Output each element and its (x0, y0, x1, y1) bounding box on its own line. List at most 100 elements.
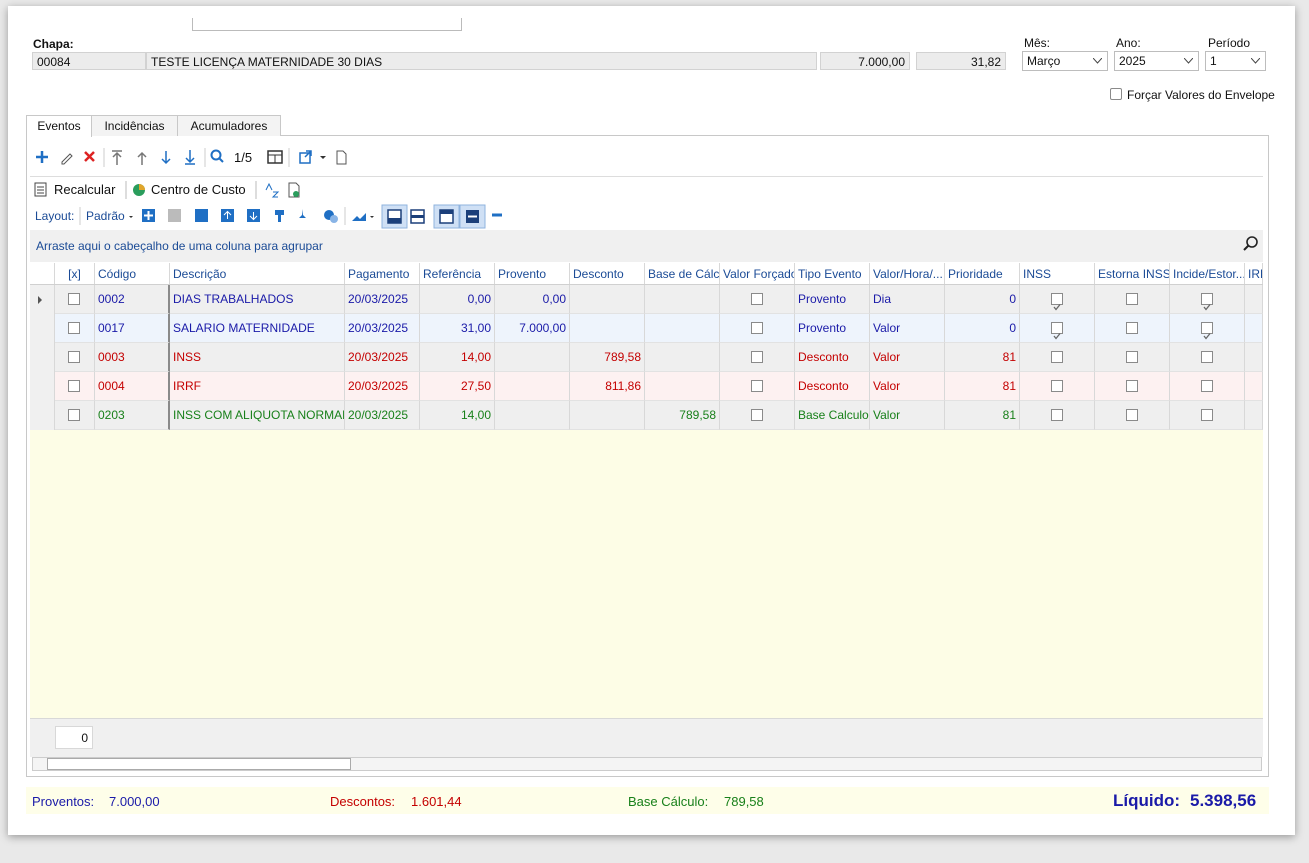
cell: INSS (170, 343, 345, 372)
checkbox-cell (1095, 401, 1170, 430)
checkbox-cell (720, 285, 795, 314)
checkbox[interactable] (1200, 351, 1213, 363)
checkbox-cell (55, 401, 95, 430)
cell: 81 (945, 372, 1020, 401)
empty-cell (495, 372, 570, 401)
empty-cell (495, 343, 570, 372)
separator (30, 176, 1263, 177)
cell: 789,58 (645, 401, 720, 430)
column-header[interactable]: Valor/Hora/... (870, 263, 945, 285)
cell: 0 (945, 285, 1020, 314)
checkbox-cell (55, 314, 95, 343)
page-indicator: 1/5 (234, 150, 253, 165)
checkbox[interactable] (750, 293, 763, 305)
checkbox[interactable] (1125, 380, 1138, 392)
empty-cell (1245, 343, 1263, 372)
check-mark (1202, 304, 1211, 311)
column-header[interactable]: IRR (1245, 263, 1263, 285)
tab[interactable]: Incidências (91, 115, 178, 136)
checkbox[interactable] (1200, 380, 1213, 392)
toolbar2-icons (34, 181, 300, 199)
search-icon[interactable] (1243, 236, 1259, 252)
row-indicator (30, 314, 55, 343)
column-header[interactable]: Base de Cálc... (645, 263, 720, 285)
column-header[interactable]: [x] (55, 263, 95, 285)
checkbox[interactable] (1200, 322, 1213, 340)
checkbox[interactable] (1125, 322, 1138, 334)
sort-icon[interactable] (264, 182, 280, 200)
name-field[interactable]: TESTE LICENÇA MATERNIDADE 30 DIAS (146, 52, 817, 70)
checkbox[interactable] (1200, 409, 1213, 421)
empty-cell (1245, 285, 1263, 314)
cell: 0 (945, 314, 1020, 343)
checkbox[interactable] (1050, 351, 1063, 363)
column-header[interactable]: Pagamento (345, 263, 420, 285)
mes-value: Março (1027, 54, 1061, 68)
group-hint: Arraste aqui o cabeçalho de uma coluna p… (36, 239, 323, 253)
checkbox[interactable] (1050, 409, 1063, 421)
checkbox[interactable] (1125, 293, 1138, 305)
column-header[interactable]: INSS (1020, 263, 1095, 285)
column-header[interactable]: Estorna INSS (1095, 263, 1170, 285)
tab[interactable]: Acumuladores (177, 115, 281, 136)
top-panel-edge (192, 18, 462, 31)
checkbox[interactable] (1050, 322, 1063, 340)
empty-cell (570, 401, 645, 430)
toolbar-icons (36, 148, 347, 167)
checkbox[interactable] (750, 322, 763, 334)
checkbox[interactable] (1050, 380, 1063, 392)
checkbox[interactable] (68, 380, 80, 392)
check-mark (1052, 333, 1061, 340)
checkbox-cell (1095, 343, 1170, 372)
checkbox[interactable] (68, 322, 80, 334)
column-header[interactable]: Valor Forçado (720, 263, 795, 285)
chapa-label: Chapa: (33, 37, 74, 51)
dropdown-arrow (1184, 58, 1193, 64)
row-indicator (30, 343, 55, 372)
checkbox[interactable] (750, 409, 763, 421)
row-indicator (30, 372, 55, 401)
checkbox[interactable] (1200, 293, 1213, 311)
column-header[interactable]: Provento (495, 263, 570, 285)
cell: 7.000,00 (495, 314, 570, 343)
checkbox-cell (720, 372, 795, 401)
checkbox[interactable] (1125, 409, 1138, 421)
chapa-field[interactable]: 00084 (32, 52, 146, 70)
periodo-select[interactable]: 1 (1205, 51, 1266, 71)
column-header[interactable]: Código (95, 263, 170, 285)
checkbox[interactable] (750, 351, 763, 363)
ano-label: Ano: (1116, 36, 1141, 50)
value1-field[interactable]: 7.000,00 (820, 52, 910, 70)
column-header[interactable]: Descrição (170, 263, 345, 285)
checkbox[interactable] (750, 380, 763, 392)
checkbox[interactable] (68, 293, 80, 305)
cell: 0002 (95, 285, 170, 314)
layout-select[interactable]: Padrão (86, 209, 125, 223)
column-header[interactable]: Tipo Evento (795, 263, 870, 285)
cell: Provento (795, 314, 870, 343)
column-header[interactable]: Desconto (570, 263, 645, 285)
descontos-total: 1.601,44 (411, 794, 462, 809)
cell: 20/03/2025 (345, 401, 420, 430)
column-header[interactable]: Prioridade (945, 263, 1020, 285)
column-header[interactable]: Incide/Estor... (1170, 263, 1245, 285)
totals-bar (26, 787, 1269, 814)
column-header[interactable]: Referência (420, 263, 495, 285)
ano-select[interactable]: 2025 (1114, 51, 1199, 71)
cell: Desconto (795, 372, 870, 401)
forcar-checkbox[interactable] (1110, 88, 1122, 100)
recalcular-button[interactable]: Recalcular (54, 182, 116, 197)
checkbox[interactable] (68, 351, 80, 363)
base-total: 789,58 (724, 794, 764, 809)
tab[interactable]: Eventos (26, 115, 92, 137)
checkbox[interactable] (68, 409, 80, 421)
value2-field[interactable]: 31,82 (916, 52, 1006, 70)
scroll-thumb[interactable] (47, 758, 351, 770)
checkbox[interactable] (1125, 351, 1138, 363)
checkbox[interactable] (1050, 293, 1063, 311)
liquido-total: 5.398,56 (1190, 791, 1257, 810)
mes-select[interactable]: Março (1022, 51, 1108, 71)
cell: 27,50 (420, 372, 495, 401)
centro-custo-button[interactable]: Centro de Custo (151, 182, 246, 197)
cell: 20/03/2025 (345, 285, 420, 314)
